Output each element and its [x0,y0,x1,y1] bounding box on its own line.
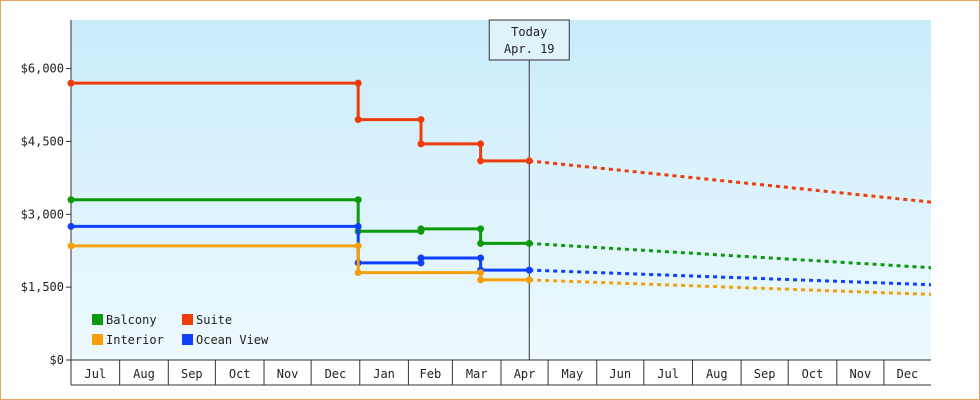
today-box [488,19,570,61]
x-tick-label: Dec [897,367,919,381]
series-line-interior [71,244,530,282]
data-point-suite [417,140,425,148]
data-point-balcony [417,225,425,233]
data-point-balcony [477,239,485,247]
x-tick-label: Nov [277,367,299,381]
forecast-line-ocean-view [529,268,932,287]
x-tick-label: Oct [229,367,251,381]
data-point-suite [354,116,362,124]
data-point-suite [354,79,362,87]
x-tick-label: Jun [609,367,631,381]
legend-label-ocean-view: Ocean View [196,333,269,347]
y-tick-label: $0 [50,353,64,367]
legend-swatch-suite [182,314,193,325]
x-tick-label: Jul [657,367,679,381]
data-point-interior [354,269,362,277]
today-marker: Today Apr. 19 [488,19,570,360]
data-point-ocean-view [354,222,362,230]
legend-swatch-interior [92,334,103,345]
x-tick-label: Jan [373,367,395,381]
x-tick-label: Jul [84,367,106,381]
data-point-suite [417,116,425,124]
data-point-interior [477,269,485,277]
today-label: Today [511,25,547,39]
legend-swatch-ocean-view [182,334,193,345]
data-point-interior [477,276,485,284]
data-point-balcony [525,239,533,247]
x-tick-label: May [562,367,584,381]
data-point-suite [525,157,533,165]
data-point-interior [67,242,75,250]
x-tick-label: Oct [802,367,824,381]
series-layer [67,79,932,296]
y-tick-label: $4,500 [21,134,64,148]
y-tick-label: $6,000 [21,62,64,76]
x-tick-label: Sep [754,367,776,381]
data-point-ocean-view [477,254,485,262]
forecast-line-interior [529,278,932,296]
forecast-line-balcony [529,241,932,270]
data-point-suite [477,157,485,165]
y-tick-label: $1,500 [21,280,64,294]
legend: Balcony Suite Interior Ocean View [92,313,269,347]
data-point-ocean-view [67,222,75,230]
data-point-balcony [67,196,75,204]
data-point-ocean-view [417,254,425,262]
y-tick-label: $3,000 [21,207,64,221]
legend-label-interior: Interior [106,333,164,347]
x-tick-label: Nov [850,367,872,381]
data-point-balcony [354,196,362,204]
x-tick-label: Aug [706,367,728,381]
data-point-interior [354,242,362,250]
x-tick-label: Mar [466,367,488,381]
data-point-suite [477,140,485,148]
data-point-suite [67,79,75,87]
legend-label-balcony: Balcony [106,313,157,327]
x-axis: Jul Aug Sep Oct Nov Dec Jan Feb Mar Apr May Jun Jul A… [70,359,931,386]
y-axis: $0 $1,500 $3,000 $4,500 $6,000 [21,20,72,367]
data-point-ocean-view [525,266,533,274]
data-point-balcony [477,225,485,233]
data-point-interior [525,276,533,284]
today-date-label: Apr. 19 [504,42,555,56]
data-point-ocean-view [417,259,425,267]
plot-area [71,20,931,360]
x-tick-label: Apr [514,367,536,381]
legend-swatch-balcony [92,314,103,325]
x-tick-label: Feb [420,367,442,381]
legend-label-suite: Suite [196,313,232,327]
x-tick-label: Aug [133,367,155,381]
x-tick-label: Dec [325,367,347,381]
forecast-line-suite [529,159,932,204]
x-tick-label: Sep [181,367,203,381]
